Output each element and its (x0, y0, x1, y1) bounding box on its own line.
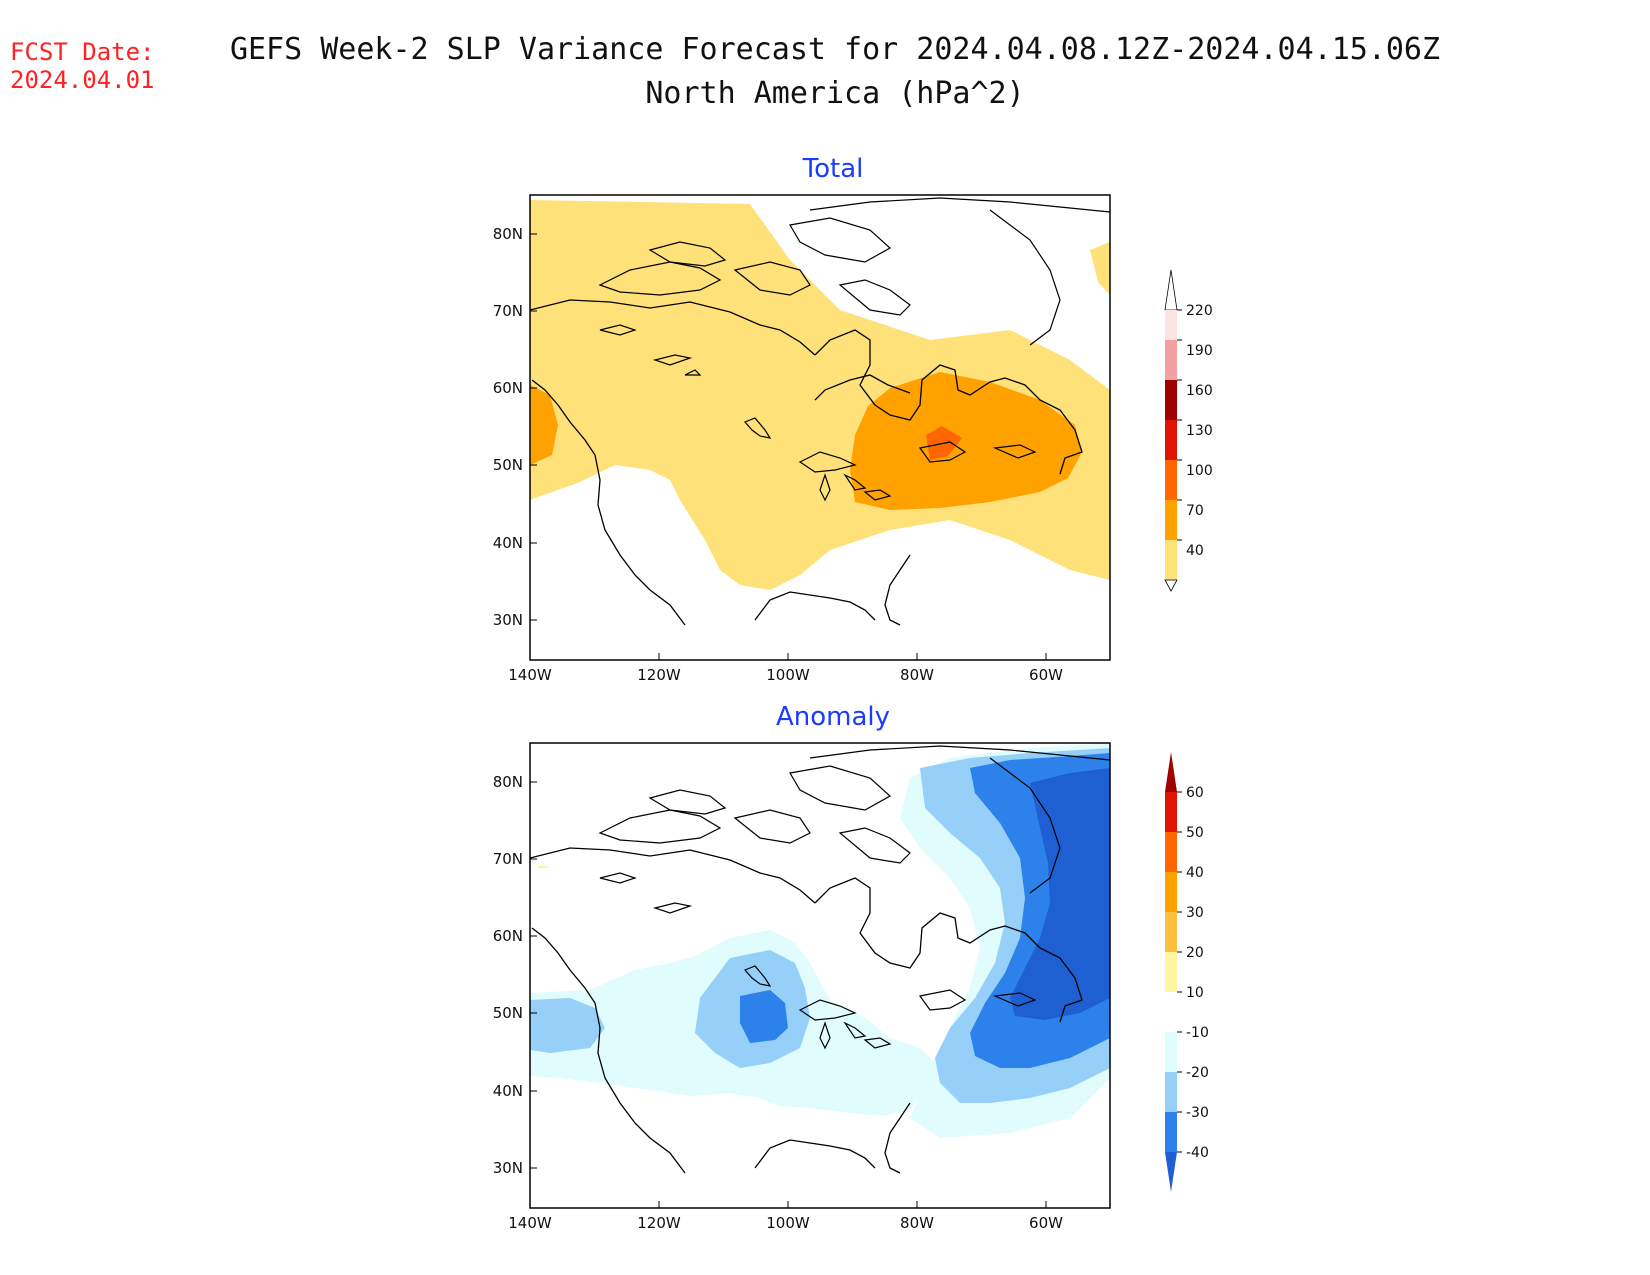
total-great-lakes (798, 441, 1037, 502)
anomaly-colorbar-label: 20 (1186, 945, 1204, 961)
lon-label: 120W (637, 666, 681, 684)
anomaly-map: 80N 70N 60N 50N 40N 30N 140W 120W 100W 8… (493, 742, 1111, 1232)
anomaly-colorbar-bin (1165, 1072, 1177, 1112)
anomaly-positive-speck (538, 866, 548, 868)
anomaly-colorbar-bin (1165, 792, 1177, 832)
anomaly-colorbar-top-cap (1165, 752, 1177, 792)
total-colorbar-bin (1165, 310, 1177, 340)
total-colorbar-bin (1165, 500, 1177, 540)
total-colorbar-bottom-cap (1164, 579, 1178, 592)
anomaly-coastlines (530, 847, 1083, 1174)
total-lat-ticks (530, 233, 537, 621)
lon-label: 100W (766, 666, 810, 684)
anomaly-colorbar-label: 40 (1186, 865, 1204, 881)
lat-label: 70N (493, 302, 523, 320)
total-variance-40-patch-ne (1090, 242, 1110, 295)
anomaly-colorbar-label: 30 (1186, 905, 1204, 921)
lat-label: 70N (493, 850, 523, 868)
anomaly-colorbar-label: 60 (1186, 785, 1204, 801)
anomaly-colorbar-bin (1165, 1032, 1177, 1072)
lon-label: 100W (766, 1214, 810, 1232)
anomaly-minus30-region-central (740, 990, 788, 1043)
anomaly-lon-ticks (529, 1201, 1047, 1208)
lon-label: 60W (1029, 1214, 1063, 1232)
total-map: 80N 70N 60N 50N 40N 30N 140W 120W 100W 8… (493, 194, 1111, 684)
anomaly-colorbar-bin (1165, 872, 1177, 912)
total-arctic-islands (598, 197, 1110, 439)
lat-label: 40N (493, 534, 523, 552)
lat-label: 30N (493, 611, 523, 629)
anomaly-colorbar-bin (1165, 1112, 1177, 1152)
total-colorbar-label: 160 (1186, 383, 1213, 399)
total-colorbar-top-cap (1164, 269, 1178, 311)
lon-label: 60W (1029, 666, 1063, 684)
anomaly-colorbar-bin (1165, 952, 1177, 992)
anomaly-colorbar-label: -30 (1186, 1105, 1209, 1121)
forecast-date-value: 2024.04.01 (10, 66, 155, 94)
total-colorbar-label: 220 (1186, 303, 1213, 319)
anomaly-map-frame (529, 742, 1111, 1209)
anomaly-colorbar-label: -10 (1186, 1025, 1209, 1041)
forecast-date-label: FCST Date: (10, 38, 155, 66)
lon-label: 140W (508, 666, 552, 684)
lon-label: 120W (637, 1214, 681, 1232)
anomaly-colorbar-label: 50 (1186, 825, 1204, 841)
anomaly-colorbar-label: -40 (1186, 1145, 1209, 1161)
anomaly-colorbar: 60 50 40 30 20 10 -10 -20 -30 -40 (1165, 752, 1209, 1192)
total-colorbar-label: 100 (1186, 463, 1213, 479)
total-map-frame (529, 194, 1111, 661)
total-colorbar-bin (1165, 460, 1177, 500)
total-lon-labels: 140W 120W 100W 80W 60W (508, 666, 1063, 684)
lon-label: 80W (900, 666, 934, 684)
total-panel-title: Total (802, 154, 864, 184)
lat-label: 80N (493, 773, 523, 791)
lat-label: 30N (493, 1159, 523, 1177)
total-colorbar-label: 190 (1186, 343, 1213, 359)
anomaly-minus40-core (1010, 768, 1110, 1020)
total-coastlines (530, 299, 1083, 626)
lon-label: 80W (900, 1214, 934, 1232)
total-variance-70-region (850, 372, 1082, 510)
main-title: GEFS Week-2 SLP Variance Forecast for 20… (229, 32, 1441, 67)
lat-label: 50N (493, 1004, 523, 1022)
total-lat-labels: 80N 70N 60N 50N 40N 30N (493, 225, 523, 629)
total-colorbar-label: 130 (1186, 423, 1213, 439)
total-colorbar-bin (1165, 420, 1177, 460)
anomaly-arctic-islands (598, 745, 1110, 987)
forecast-date: FCST Date: 2024.04.01 (10, 38, 155, 94)
total-colorbar: 220 190 160 130 100 70 40 (1164, 269, 1213, 592)
sub-title: North America (hPa^2) (645, 76, 1025, 111)
lat-label: 40N (493, 1082, 523, 1100)
total-colorbar-bin (1165, 340, 1177, 380)
anomaly-great-lakes (798, 989, 1037, 1050)
total-colorbar-label: 40 (1186, 543, 1204, 559)
lat-label: 60N (493, 379, 523, 397)
lat-label: 80N (493, 225, 523, 243)
total-colorbar-label: 70 (1186, 503, 1204, 519)
lat-label: 50N (493, 456, 523, 474)
anomaly-panel-title: Anomaly (775, 702, 891, 732)
anomaly-lat-labels: 80N 70N 60N 50N 40N 30N (493, 773, 523, 1177)
anomaly-colorbar-bin (1165, 912, 1177, 952)
anomaly-minus20-region-west (530, 998, 605, 1053)
anomaly-lat-ticks (530, 781, 537, 1169)
anomaly-colorbar-bottom-cap (1165, 1152, 1177, 1192)
total-lon-ticks (529, 653, 1047, 660)
lon-label: 140W (508, 1214, 552, 1232)
anomaly-colorbar-bin (1165, 832, 1177, 872)
anomaly-colorbar-label: -20 (1186, 1065, 1209, 1081)
total-colorbar-bin (1165, 380, 1177, 420)
anomaly-lon-labels: 140W 120W 100W 80W 60W (508, 1214, 1063, 1232)
lat-label: 60N (493, 927, 523, 945)
total-variance-70-patch-west (530, 385, 558, 465)
anomaly-colorbar-bin (1165, 992, 1177, 1032)
total-colorbar-bin (1165, 540, 1177, 580)
anomaly-colorbar-label: 10 (1186, 985, 1204, 1001)
